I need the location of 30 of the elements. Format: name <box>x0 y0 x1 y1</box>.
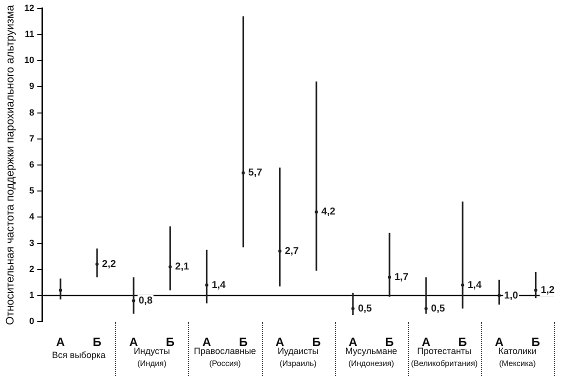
data-label: 1,4 <box>468 280 482 291</box>
y-tick-label: 3 <box>29 238 34 248</box>
data-label: 2,2 <box>102 258 116 270</box>
y-tick-label: 1 <box>29 290 34 300</box>
data-label: 2,7 <box>284 246 300 257</box>
y-tick-label: 7 <box>29 133 34 144</box>
data-label: 5,7 <box>248 168 263 179</box>
y-tick-label: 9 <box>29 81 34 92</box>
data-label: 1,7 <box>394 272 409 283</box>
y-tick-label: 8 <box>29 107 34 118</box>
y-tick-label: 4 <box>29 212 34 222</box>
y-tick-label: 2 <box>29 264 34 274</box>
y-tick-label: 6 <box>29 159 34 170</box>
data-label: 4,2 <box>321 206 336 218</box>
y-tick-label: 11 <box>24 28 34 39</box>
y-tick-label: 5 <box>29 186 34 196</box>
data-label: 0,5 <box>358 303 372 314</box>
y-axis-title: Относительная частота поддержки парохиального альтруизма <box>4 4 17 325</box>
y-tick-label: 0 <box>29 316 34 326</box>
data-label: 0,5 <box>431 303 446 314</box>
x-tick-label: А <box>56 335 66 350</box>
data-label: 1,0 <box>504 290 519 302</box>
data-label: 1,2 <box>540 285 556 296</box>
y-tick-label: 10 <box>24 55 34 66</box>
y-tick-label: 12 <box>24 2 34 13</box>
x-tick-label: Б <box>92 335 102 350</box>
text: Вся выборка <box>52 350 106 360</box>
data-label: 1,4 <box>212 280 226 291</box>
data-label: 2,1 <box>175 262 190 273</box>
data-label: 0,8 <box>138 295 153 306</box>
